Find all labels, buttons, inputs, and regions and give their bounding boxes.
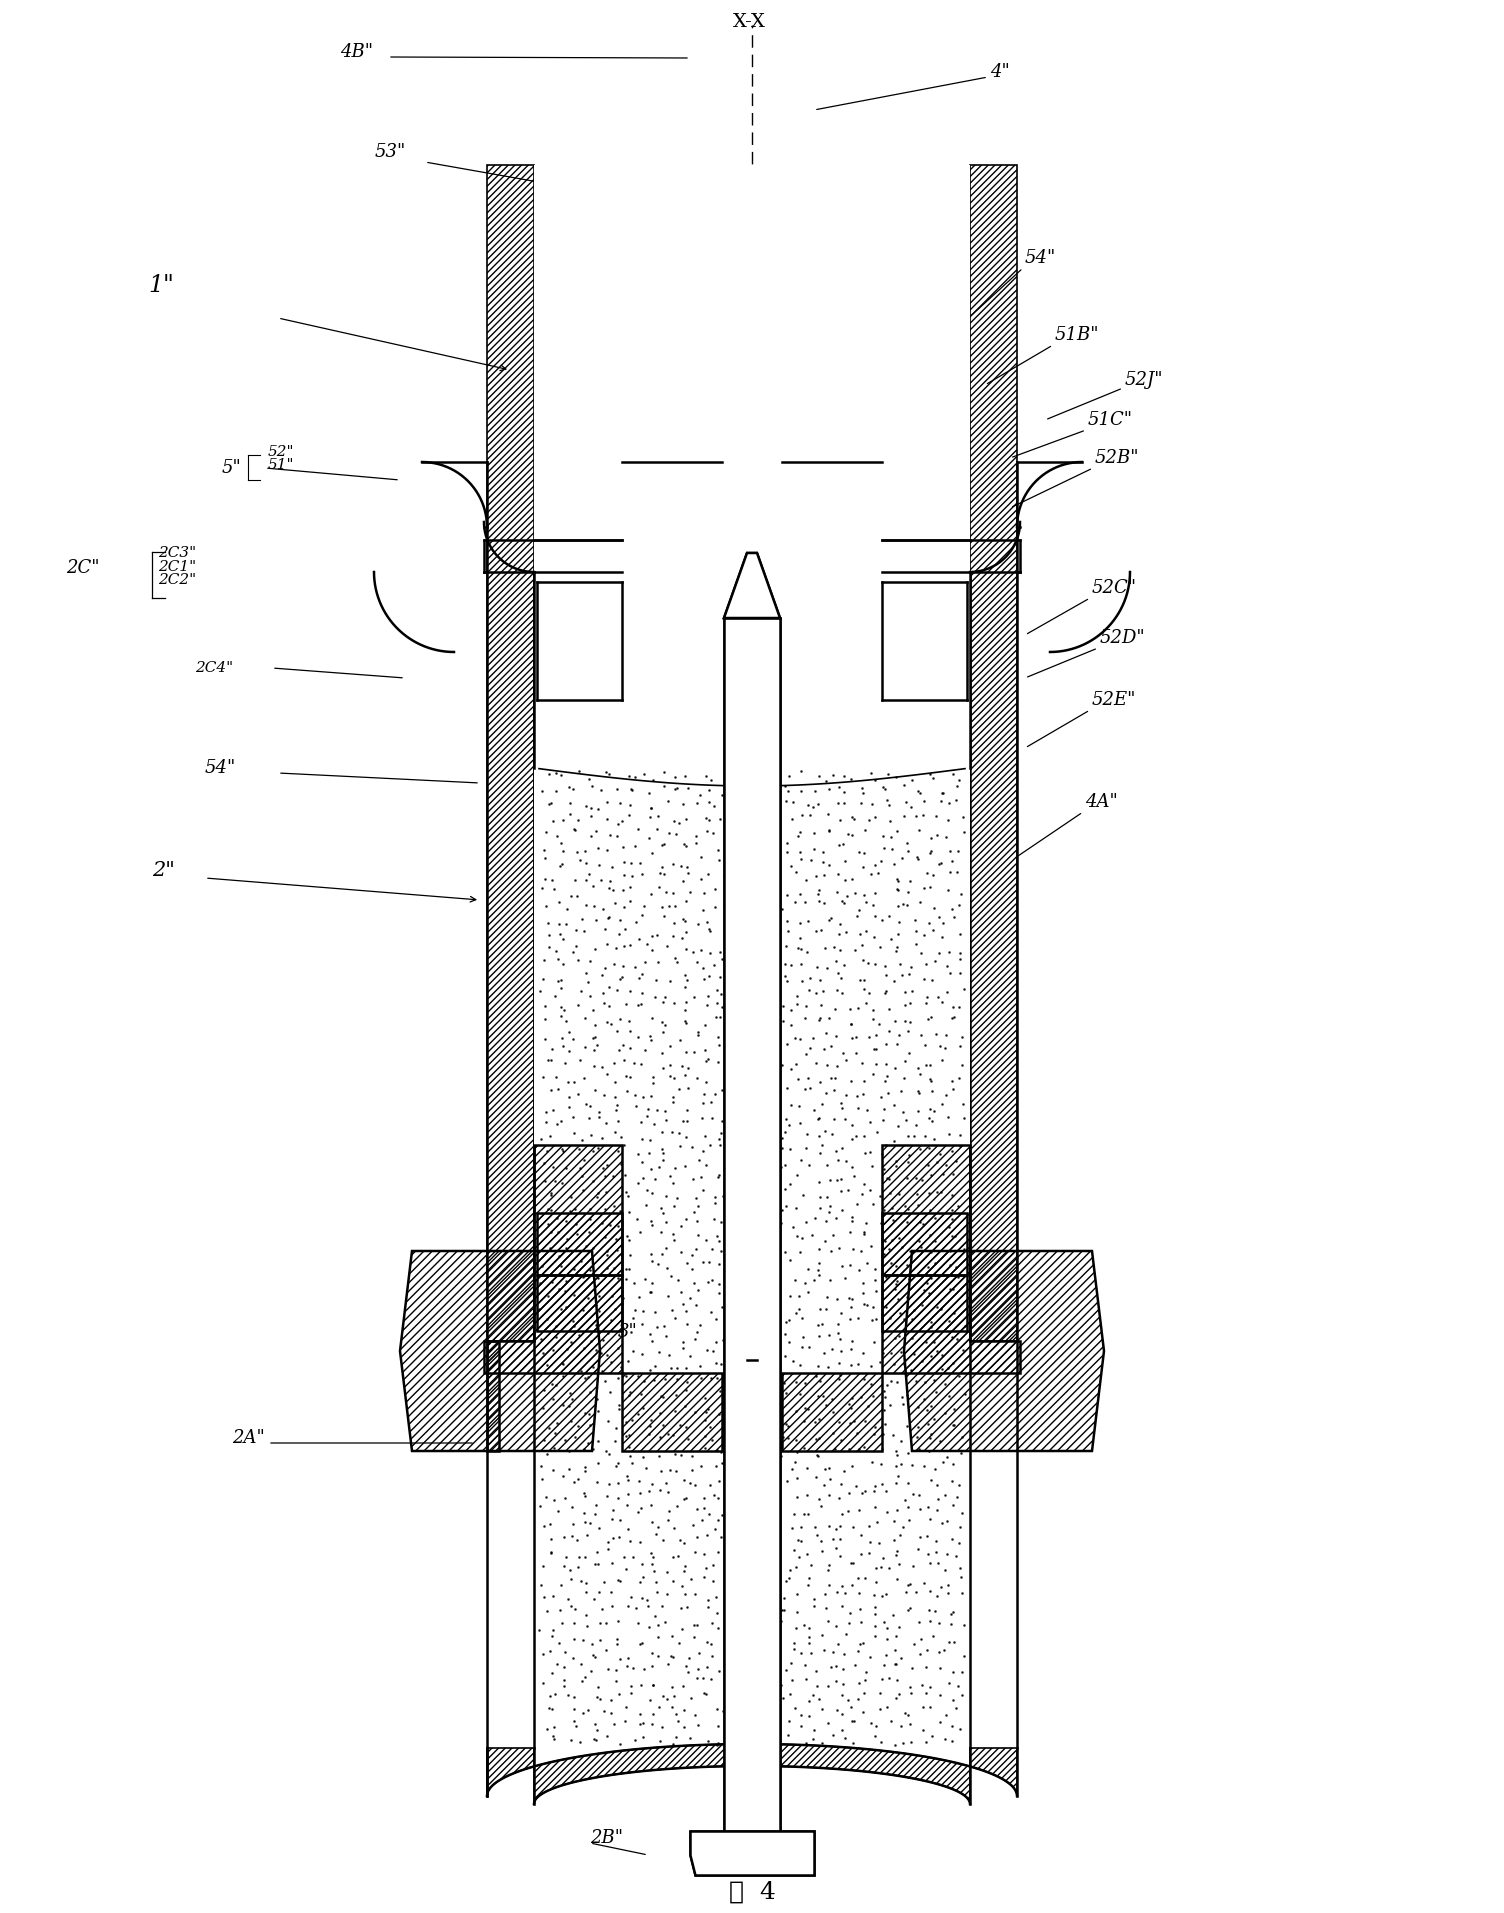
Text: 5": 5" [223, 459, 242, 476]
Text: 2B": 2B" [590, 1829, 623, 1846]
Text: 图  4: 图 4 [728, 1880, 776, 1903]
Text: X-X: X-X [732, 13, 766, 31]
Text: 2C4": 2C4" [196, 662, 233, 675]
Text: 52J": 52J" [1125, 371, 1164, 388]
Text: 1": 1" [147, 274, 174, 297]
Text: 54": 54" [1026, 249, 1056, 268]
Text: 2A": 2A" [232, 1429, 265, 1446]
Text: 54": 54" [205, 759, 236, 777]
Text: 2": 2" [152, 861, 174, 880]
Text: 2C3": 2C3" [158, 545, 196, 561]
Text: 53": 53" [374, 143, 406, 161]
Text: 3": 3" [618, 1324, 638, 1341]
Text: 52A": 52A" [868, 186, 913, 205]
Text: 4": 4" [990, 63, 1009, 80]
Text: 51": 51" [268, 457, 295, 473]
Polygon shape [690, 1831, 814, 1875]
Text: 51A": 51A" [892, 274, 937, 291]
Text: 51C": 51C" [1087, 411, 1133, 429]
Polygon shape [723, 618, 781, 1831]
Text: 4A": 4A" [1084, 794, 1117, 811]
Text: 4B": 4B" [340, 42, 373, 61]
Text: 2C": 2C" [66, 559, 99, 578]
Polygon shape [690, 1831, 814, 1875]
Text: 52E": 52E" [1092, 691, 1137, 710]
Text: 51B": 51B" [1054, 325, 1099, 344]
Text: 2C2": 2C2" [158, 574, 196, 587]
Text: 2C1": 2C1" [158, 561, 196, 574]
Polygon shape [723, 553, 781, 618]
Polygon shape [534, 165, 970, 1146]
Text: 52D": 52D" [1099, 629, 1146, 647]
Text: 52B": 52B" [1095, 450, 1140, 467]
Text: 52C": 52C" [1092, 580, 1137, 597]
Polygon shape [723, 618, 781, 1831]
Text: 52": 52" [268, 446, 295, 459]
Polygon shape [723, 553, 781, 618]
